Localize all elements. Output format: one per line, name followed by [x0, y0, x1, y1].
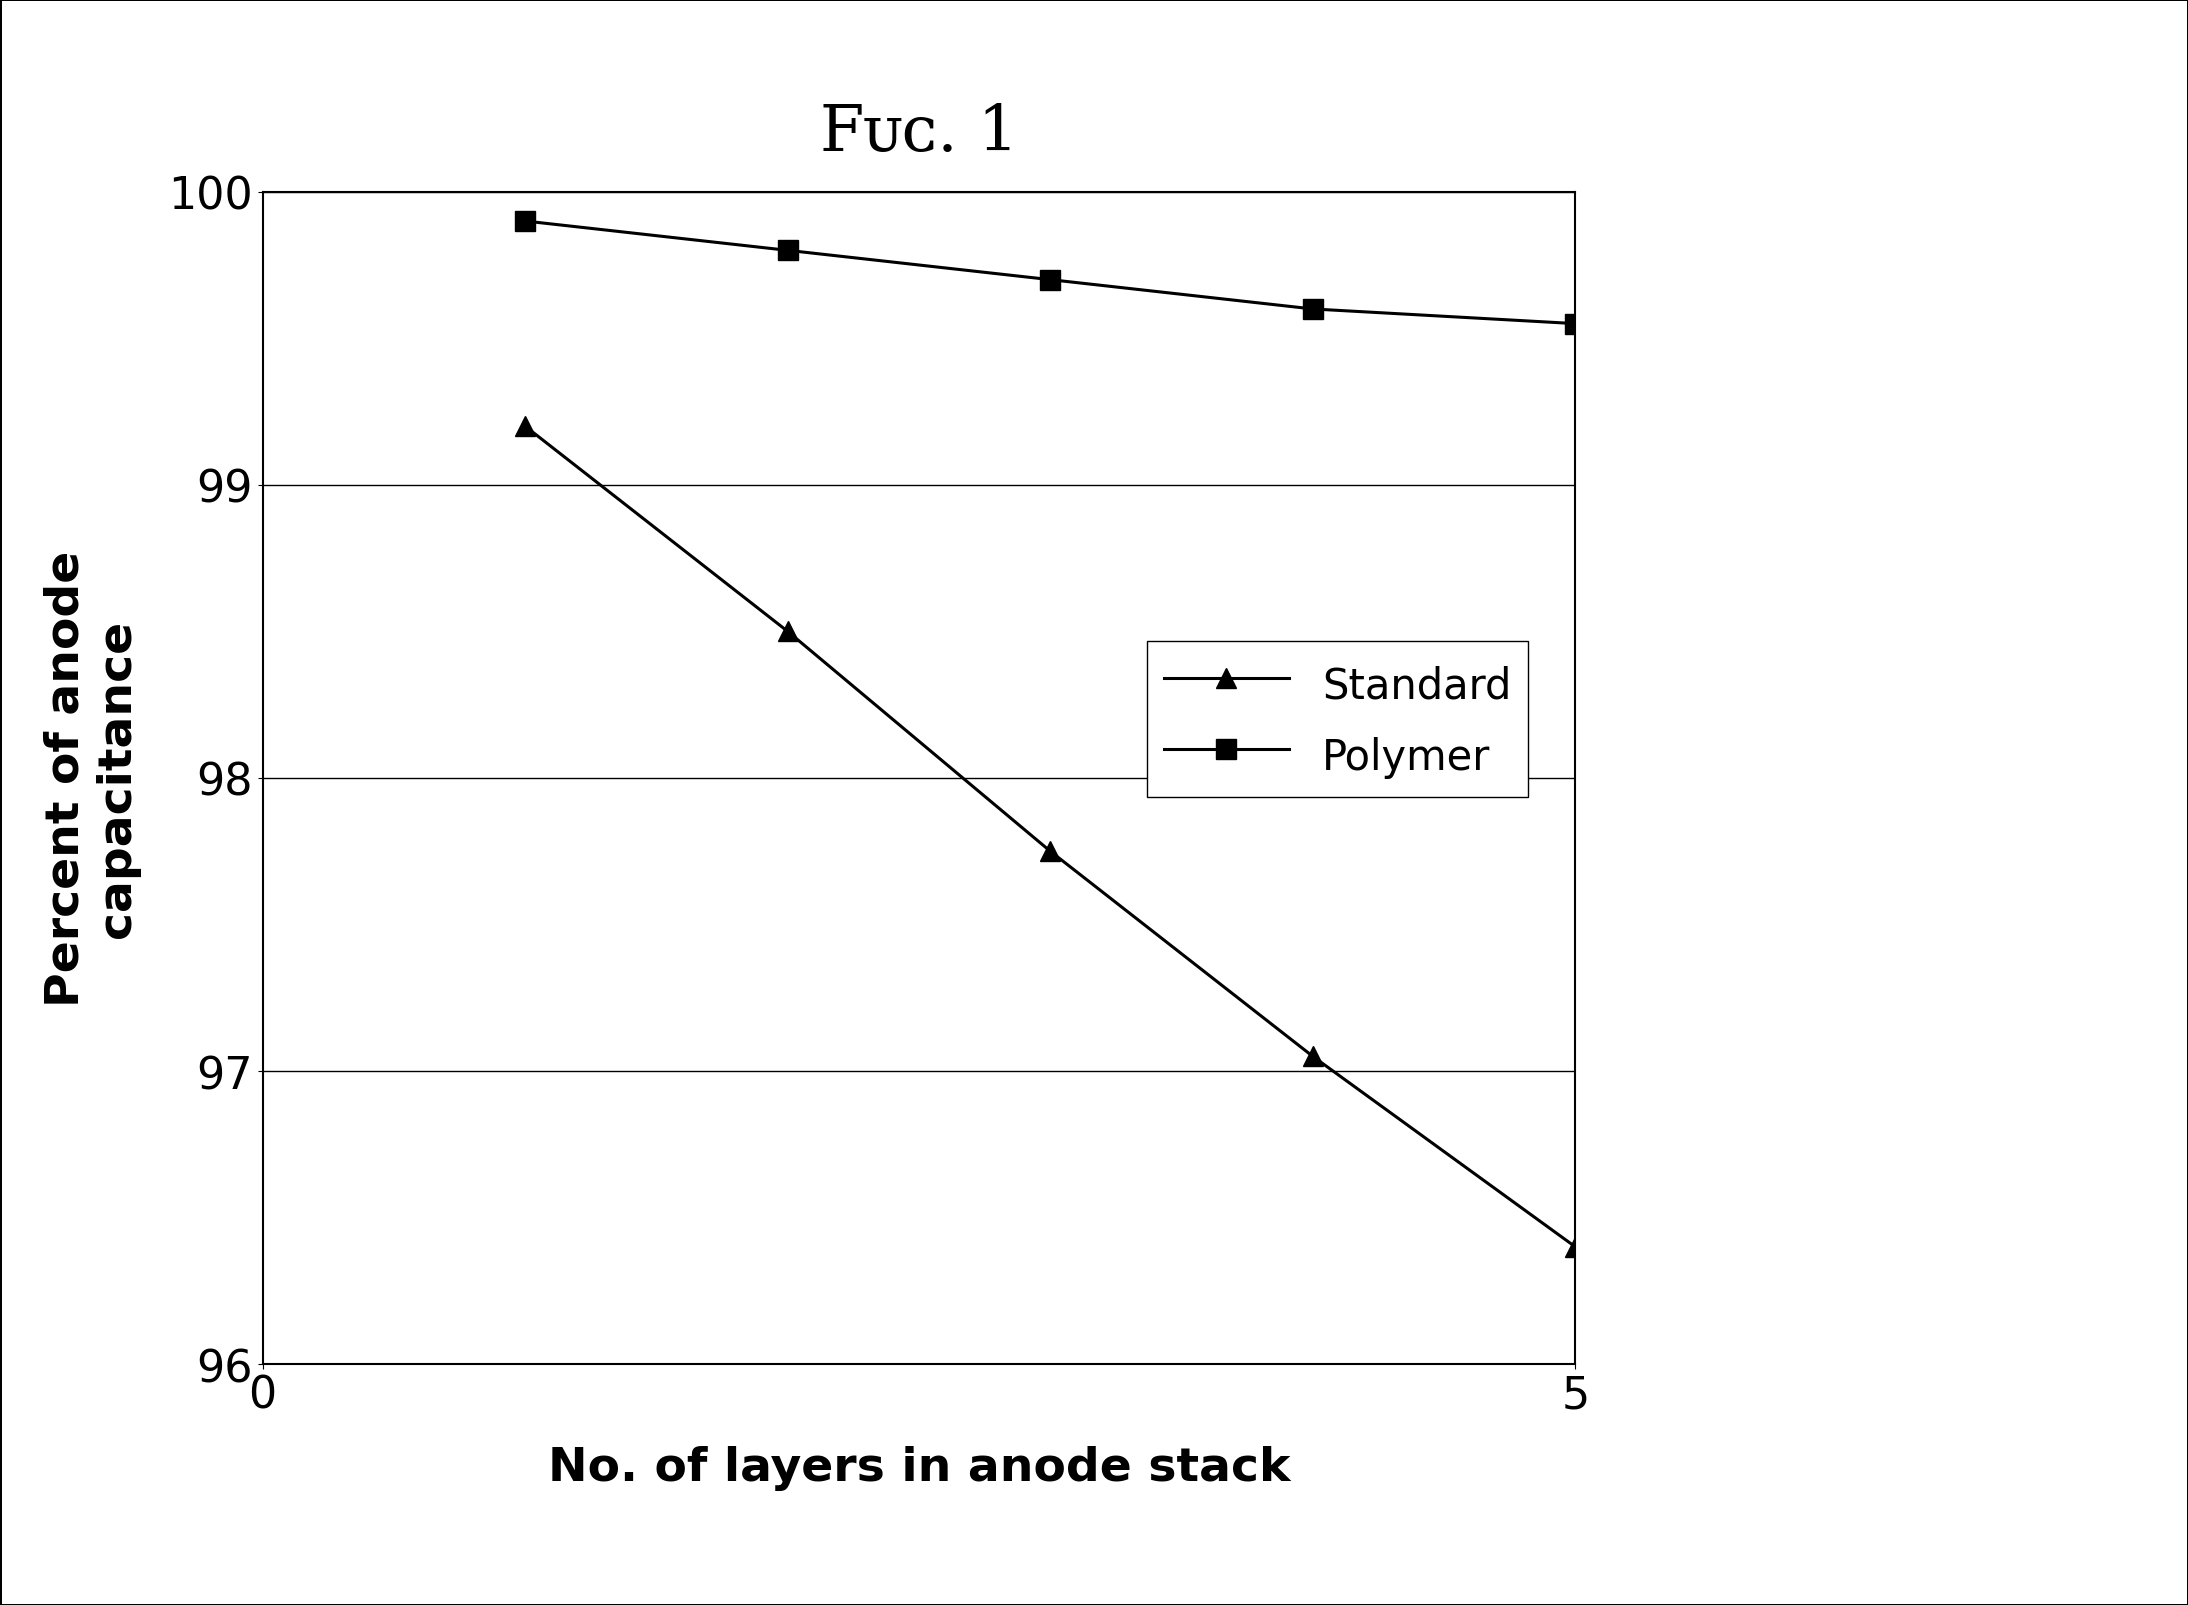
Line: Standard: Standard: [516, 417, 1584, 1257]
Polymer: [1037, 271, 1063, 291]
X-axis label: No. of layers in anode stack: No. of layers in anode stack: [547, 1444, 1291, 1489]
Polymer: [512, 212, 538, 231]
Polymer: [775, 241, 801, 260]
Standard: [1037, 843, 1063, 862]
Legend: Standard, Polymer: Standard, Polymer: [1147, 642, 1527, 798]
Y-axis label: Percent of anode
capacitance: Percent of anode capacitance: [44, 551, 140, 1006]
Title: Fᴜᴄ. 1: Fᴜᴄ. 1: [820, 103, 1017, 164]
Standard: [1562, 1237, 1588, 1257]
Polymer: [1300, 300, 1326, 319]
Polymer: [1562, 315, 1588, 334]
Standard: [1300, 1046, 1326, 1066]
Standard: [512, 417, 538, 437]
Standard: [775, 623, 801, 642]
Line: Polymer: Polymer: [516, 212, 1584, 334]
